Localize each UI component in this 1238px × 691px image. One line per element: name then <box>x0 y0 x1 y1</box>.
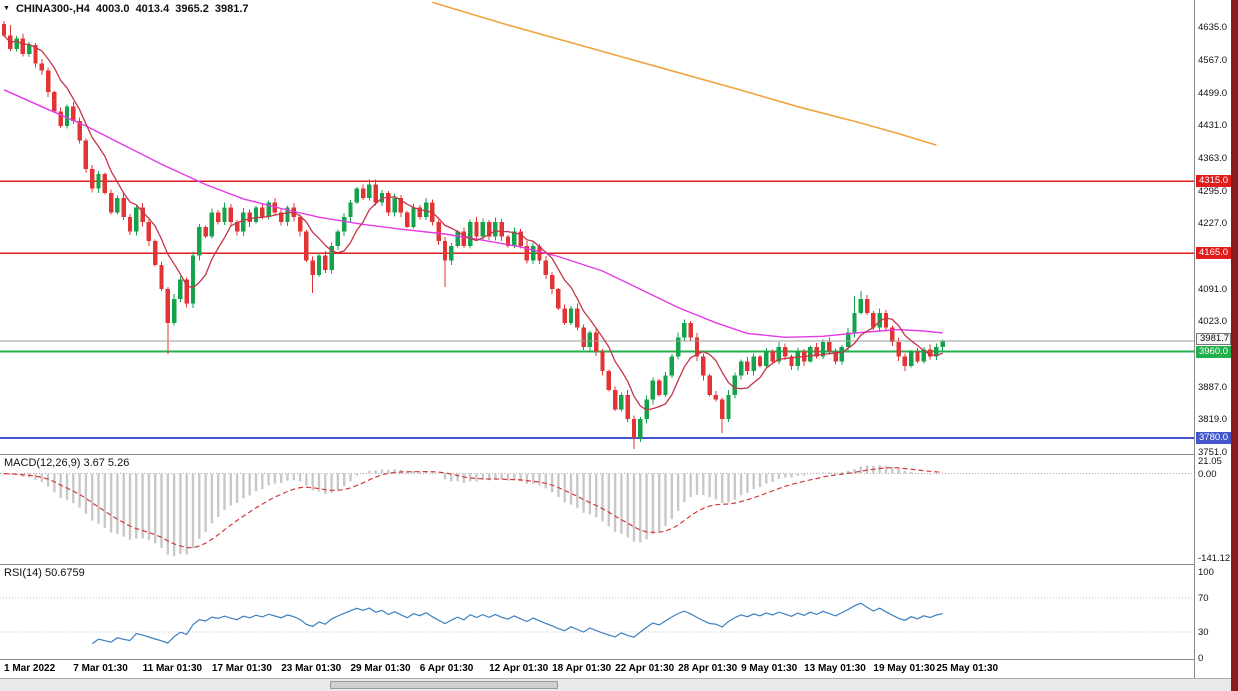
chart-header: ▼ CHINA300-,H4 4003.0 4013.4 3965.2 3981… <box>3 3 249 15</box>
price-axis-label: 3751.0 <box>1198 447 1228 459</box>
macd-axis-label: -141.12 <box>1198 553 1231 564</box>
macd-label: MACD(12,26,9) 3.67 5.26 <box>4 457 130 469</box>
time-label: 6 Apr 01:30 <box>419 663 474 674</box>
time-label: 9 May 01:30 <box>741 663 798 674</box>
time-label: 22 Apr 01:30 <box>615 663 675 674</box>
price-axis-label: 4499.0 <box>1198 87 1228 99</box>
price-axis-label: 4431.0 <box>1198 120 1228 132</box>
time-label: 23 Mar 01:30 <box>281 663 342 674</box>
price-axis-label: 4567.0 <box>1198 55 1228 67</box>
price-axis-label: 4091.0 <box>1198 283 1228 295</box>
price-axis-label: 4295.0 <box>1198 185 1228 197</box>
time-label: 28 Apr 01:30 <box>678 663 738 674</box>
time-label: 18 Apr 01:30 <box>552 663 612 674</box>
time-axis[interactable]: 1 Mar 2022 7 Mar 01:30 11 Mar 01:30 17 Mar … <box>0 660 1194 678</box>
price-axis-label: 4023.0 <box>1198 316 1228 328</box>
macd-axis-label: 0.00 <box>1198 468 1217 480</box>
time-label: 11 Mar 01:30 <box>142 663 203 674</box>
main-chart-panel: ▼ CHINA300-,H4 4003.0 4013.4 3965.2 3981… <box>0 0 1194 455</box>
rsi-axis-label: 100 <box>1198 567 1214 578</box>
macd-chart[interactable] <box>0 455 1194 564</box>
time-label: 1 Mar 2022 <box>4 663 56 674</box>
scrollbar-thumb[interactable] <box>330 681 558 689</box>
time-label: 25 May 01:30 <box>936 663 999 674</box>
price-tag: 3780.0 <box>1196 432 1231 445</box>
price-tag: 3981.7 <box>1196 333 1231 346</box>
price-axis-label: 4635.0 <box>1198 22 1228 34</box>
symbol-marker-icon: ▼ <box>3 4 10 12</box>
time-label: 12 Apr 01:30 <box>489 663 549 674</box>
rsi-axis-label: 30 <box>1198 627 1209 639</box>
rsi-panel: RSI(14) 50.6759 <box>0 565 1194 660</box>
rsi-label: RSI(14) 50.6759 <box>4 567 85 579</box>
rsi-axis-label: 0 <box>1198 653 1204 664</box>
ohlc-low: 3965.2 <box>175 3 209 15</box>
macd-panel: MACD(12,26,9) 3.67 5.26 <box>0 455 1194 565</box>
h-scrollbar[interactable] <box>0 678 1231 691</box>
time-label: 13 May 01:30 <box>804 663 866 674</box>
rsi-axis-label: 70 <box>1198 592 1209 604</box>
price-axis-label: 3819.0 <box>1198 414 1228 426</box>
rsi-chart[interactable] <box>0 565 1194 659</box>
price-axis-label: 3887.0 <box>1198 381 1228 393</box>
time-label: 29 Mar 01:30 <box>350 663 411 674</box>
symbol-period-label: CHINA300-,H4 <box>15 3 90 15</box>
window-edge-strip <box>1231 0 1238 691</box>
time-label: 19 May 01:30 <box>873 663 936 674</box>
time-label: 17 Mar 01:30 <box>211 663 272 674</box>
price-axis-label: 4227.0 <box>1198 218 1228 230</box>
price-tag: 3960.0 <box>1196 345 1231 358</box>
ohlc-high: 4013.4 <box>135 3 170 15</box>
price-chart[interactable] <box>0 0 1194 454</box>
ohlc-close: 3981.7 <box>214 3 249 15</box>
time-label: 7 Mar 01:30 <box>73 663 128 674</box>
price-tag: 4315.0 <box>1196 175 1231 188</box>
macd-axis-label: 21.05 <box>1198 456 1222 467</box>
price-axis-label: 4363.0 <box>1198 153 1228 165</box>
price-axis[interactable]: 4635.0 4567.0 4499.0 4431.0 4363.0 4295.0 4227… <box>1194 0 1231 678</box>
price-tag: 4165.0 <box>1196 247 1231 260</box>
ohlc-open: 4003.0 <box>95 3 130 15</box>
